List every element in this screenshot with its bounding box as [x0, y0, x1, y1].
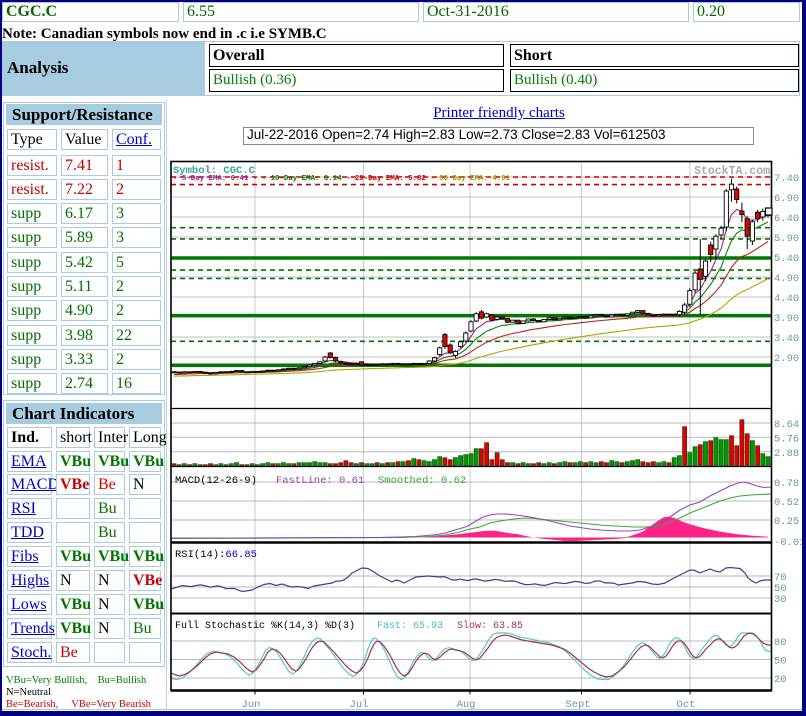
svg-text:8.64: 8.64 [774, 419, 799, 431]
svg-text:4.90: 4.90 [774, 273, 799, 285]
svg-text:7.40: 7.40 [774, 173, 799, 185]
svg-text:5.40: 5.40 [774, 253, 799, 265]
svg-text:Sept: Sept [565, 699, 590, 711]
svg-text:30: 30 [774, 594, 787, 606]
svg-text:0.78: 0.78 [774, 478, 799, 490]
svg-text:50: 50 [774, 656, 787, 668]
svg-text:Full Stochastic %K(14,3) %D(3): Full Stochastic %K(14,3) %D(3) [175, 620, 355, 632]
svg-text:3.90: 3.90 [774, 313, 799, 325]
svg-text:50: 50 [774, 583, 787, 595]
svg-text:Slow: 63.85: Slow: 63.85 [457, 620, 523, 632]
svg-text:3.40: 3.40 [774, 333, 799, 345]
svg-text:6.40: 6.40 [774, 213, 799, 225]
svg-text:Aug: Aug [457, 699, 476, 711]
svg-text:Fast: 65.93: Fast: 65.93 [377, 621, 443, 632]
svg-text:4.40: 4.40 [774, 293, 799, 305]
svg-text:Smoothed: 0.62: Smoothed: 0.62 [378, 475, 466, 487]
svg-text:5.90: 5.90 [774, 233, 799, 245]
svg-text:70: 70 [774, 572, 787, 584]
svg-text:- 5-Day EMA: 6.41 - - 10-Day E: - 5-Day EMA: 6.41 - - 10-Day EMA: 6.14 -… [173, 175, 519, 183]
svg-text:20: 20 [774, 674, 787, 686]
svg-text:80: 80 [774, 637, 787, 649]
svg-text:Jul: Jul [350, 699, 369, 711]
svg-text:2.88: 2.88 [774, 448, 799, 460]
svg-text:Jun: Jun [242, 699, 261, 711]
svg-text:RSI(14):66.85: RSI(14):66.85 [175, 549, 257, 561]
svg-text:-0.01: -0.01 [774, 537, 806, 549]
svg-text:Symbol: CGC.C: Symbol: CGC.C [173, 165, 256, 177]
svg-text:Oct: Oct [677, 699, 696, 711]
svg-text:0.52: 0.52 [774, 497, 799, 509]
svg-text:5.76: 5.76 [774, 434, 799, 446]
svg-text:StockTA.com: StockTA.com [694, 165, 770, 178]
svg-text:6.90: 6.90 [774, 193, 799, 205]
svg-text:0.25: 0.25 [774, 516, 799, 528]
svg-text:MACD(12-26-9): MACD(12-26-9) [175, 475, 257, 487]
svg-text:FastLine: 0.61: FastLine: 0.61 [276, 475, 364, 487]
svg-text:2.90: 2.90 [774, 353, 799, 365]
